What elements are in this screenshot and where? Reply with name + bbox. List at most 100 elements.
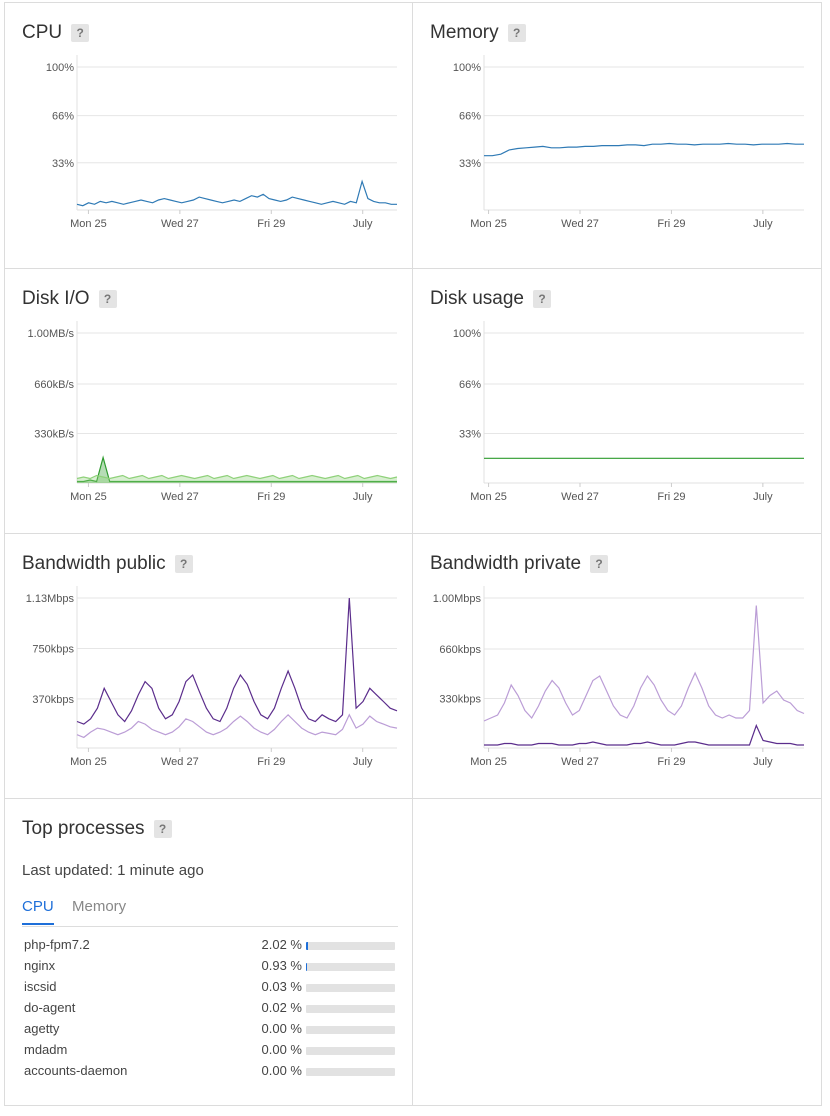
series-line-cpu: [76, 179, 397, 207]
series-area-write: [77, 475, 397, 483]
bwpublic-title-text: Bandwidth public: [22, 553, 166, 574]
process-name: iscsid: [24, 979, 57, 994]
process-row: do-agent 0.02 %: [24, 998, 398, 1019]
series-line-memory: [484, 142, 804, 157]
y-tick-label: 33%: [459, 158, 481, 170]
dashboard-grid: [4, 2, 822, 1106]
process-usage-bar: [306, 1047, 395, 1055]
y-tick-label: 1.13Mbps: [26, 593, 75, 605]
x-tick-label: Fri 29: [257, 491, 285, 503]
bwprivate-help-icon[interactable]: ?: [590, 555, 609, 573]
y-tick-label: 330kbps: [439, 694, 481, 706]
memory-panel-title: Memory ?: [430, 22, 526, 44]
grid-divider-row1: [4, 268, 822, 269]
process-row: agetty 0.00 %: [24, 1019, 398, 1040]
y-tick-label: 66%: [459, 379, 481, 391]
tab-cpu[interactable]: CPU: [22, 898, 54, 925]
grid-divider-row2: [4, 533, 822, 534]
diskusage-title-text: Disk usage: [430, 288, 524, 309]
x-tick-label: July: [753, 491, 773, 503]
memory-chart[interactable]: 33% 66% 100% Mon 25 Wed 27 Fri 29 July: [408, 55, 820, 245]
process-usage-bar: [306, 1005, 395, 1013]
x-tick-label: July: [353, 491, 373, 503]
process-value: 2.02 %: [261, 937, 302, 952]
x-tick-label: Fri 29: [657, 756, 685, 768]
x-tick-label: Wed 27: [561, 491, 599, 503]
x-tick-label: Mon 25: [470, 218, 507, 230]
memory-title-text: Memory: [430, 22, 499, 43]
process-value: 0.00 %: [261, 1021, 302, 1036]
y-tick-label: 330kB/s: [34, 429, 74, 441]
bwpublic-panel-title: Bandwidth public ?: [22, 553, 193, 575]
bwprivate-title-text: Bandwidth private: [430, 553, 582, 574]
y-tick-label: 370kbps: [32, 694, 74, 706]
series-line-outbound: [484, 723, 804, 746]
process-row: iscsid 0.03 %: [24, 977, 398, 998]
process-usage-bar: [306, 963, 395, 971]
x-tick-label: Wed 27: [161, 218, 199, 230]
x-tick-label: July: [353, 756, 373, 768]
x-tick-label: Mon 25: [70, 756, 107, 768]
x-tick-label: July: [753, 756, 773, 768]
diskusage-help-icon[interactable]: ?: [533, 290, 551, 308]
process-value: 0.00 %: [261, 1042, 302, 1057]
process-row: mdadm 0.00 %: [24, 1040, 398, 1061]
diskio-help-icon[interactable]: ?: [98, 290, 117, 308]
cpu-chart[interactable]: 33% 66% 100% Mon 25 Wed 27 Fri 29 July: [0, 55, 412, 245]
y-tick-label: 66%: [459, 111, 481, 123]
y-tick-label: 1.00Mbps: [433, 593, 482, 605]
cpu-title-text: CPU: [22, 22, 63, 43]
process-usage-bar: [306, 984, 395, 992]
series-line-read: [77, 455, 397, 483]
diskio-panel-title: Disk I/O ?: [22, 288, 117, 310]
process-name: agetty: [24, 1021, 60, 1036]
x-tick-label: Mon 25: [70, 491, 107, 503]
diskusage-panel-title: Disk usage ?: [430, 288, 551, 310]
bwprivate-panel-title: Bandwidth private ?: [430, 553, 609, 575]
grid-divider-vertical: [412, 2, 413, 1106]
process-value: 0.02 %: [261, 1000, 302, 1015]
process-name: mdadm: [24, 1042, 68, 1057]
process-name: accounts-daemon: [24, 1063, 128, 1078]
process-value: 0.00 %: [261, 1063, 302, 1078]
process-usage-fill: [306, 942, 308, 950]
process-tabs: CPU Memory: [22, 896, 398, 927]
tab-memory[interactable]: Memory: [72, 898, 127, 915]
x-tick-label: July: [753, 218, 773, 230]
process-row: php-fpm7.2 2.02 %: [24, 935, 398, 956]
x-tick-label: Wed 27: [561, 756, 599, 768]
series-line-inbound: [483, 605, 805, 722]
x-tick-label: Mon 25: [470, 756, 507, 768]
bwpublic-help-icon[interactable]: ?: [174, 555, 193, 573]
x-tick-label: July: [353, 218, 373, 230]
process-name: do-agent: [24, 1000, 76, 1015]
y-tick-label: 33%: [52, 158, 74, 170]
x-tick-label: Wed 27: [161, 756, 199, 768]
y-tick-label: 660kbps: [439, 644, 481, 656]
memory-help-icon[interactable]: ?: [507, 24, 526, 42]
top-processes-help-icon[interactable]: ?: [153, 820, 172, 838]
diskusage-chart[interactable]: 33% 66% 100% Mon 25 Wed 27 Fri 29 July: [408, 321, 820, 511]
y-tick-label: 100%: [453, 328, 481, 340]
y-tick-label: 100%: [46, 62, 74, 74]
x-tick-label: Fri 29: [657, 491, 685, 503]
grid-divider-row3: [4, 798, 822, 799]
bwpublic-chart[interactable]: 370kbps 750kbps 1.13Mbps Mon 25 Wed 27 Fri 29…: [0, 586, 412, 776]
cpu-help-icon[interactable]: ?: [71, 24, 90, 42]
process-row: nginx 0.93 %: [24, 956, 398, 977]
process-value: 0.93 %: [261, 958, 302, 973]
x-tick-label: Fri 29: [257, 756, 285, 768]
process-value: 0.03 %: [261, 979, 302, 994]
series-line-write: [76, 474, 398, 480]
diskio-chart[interactable]: 330kB/s 660kB/s 1.00MB/s Mon 25 Wed 27 Fri 29…: [0, 321, 412, 511]
process-name: php-fpm7.2: [24, 937, 90, 952]
x-tick-label: Mon 25: [70, 218, 107, 230]
series-line-inbound: [76, 713, 398, 739]
cpu-panel-title: CPU ?: [22, 22, 90, 44]
y-tick-label: 66%: [52, 111, 74, 123]
bwprivate-chart[interactable]: 330kbps 660kbps 1.00Mbps Mon 25 Wed 27 Fri 29…: [408, 586, 820, 776]
y-tick-label: 33%: [459, 429, 481, 441]
process-usage-bar: [306, 1068, 395, 1076]
top-processes-title: Top processes ?: [22, 818, 172, 840]
x-tick-label: Fri 29: [657, 218, 685, 230]
